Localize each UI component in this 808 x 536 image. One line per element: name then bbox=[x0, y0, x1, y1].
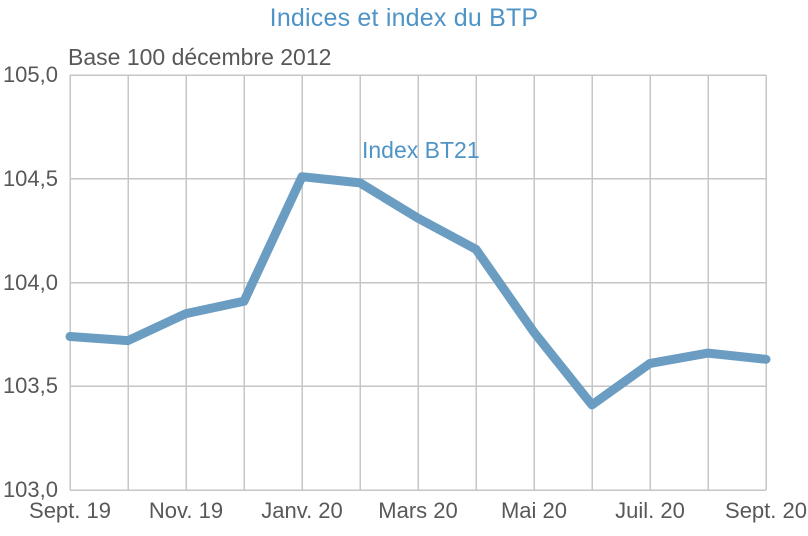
chart-subtitle: Base 100 décembre 2012 bbox=[68, 44, 332, 70]
y-tick-label: 104,0 bbox=[2, 270, 58, 295]
y-tick-label: 103,0 bbox=[2, 477, 58, 502]
x-tick-label: Mars 20 bbox=[378, 498, 458, 523]
x-tick-label: Sept. 20 bbox=[725, 498, 807, 523]
series-label-index-bt21: Index BT21 bbox=[362, 137, 480, 163]
x-tick-label: Nov. 19 bbox=[148, 498, 224, 523]
x-tick-label: Sept. 19 bbox=[29, 498, 111, 523]
chart-title: Indices et index du BTP bbox=[269, 4, 539, 32]
x-tick-label: Janv. 20 bbox=[261, 498, 343, 523]
y-tick-label: 103,5 bbox=[2, 373, 58, 398]
x-tick-label: Juil. 20 bbox=[615, 498, 685, 523]
x-tick-label: Mai 20 bbox=[500, 498, 568, 523]
y-tick-label: 104,5 bbox=[2, 166, 58, 191]
y-tick-label: 105,0 bbox=[2, 62, 58, 87]
